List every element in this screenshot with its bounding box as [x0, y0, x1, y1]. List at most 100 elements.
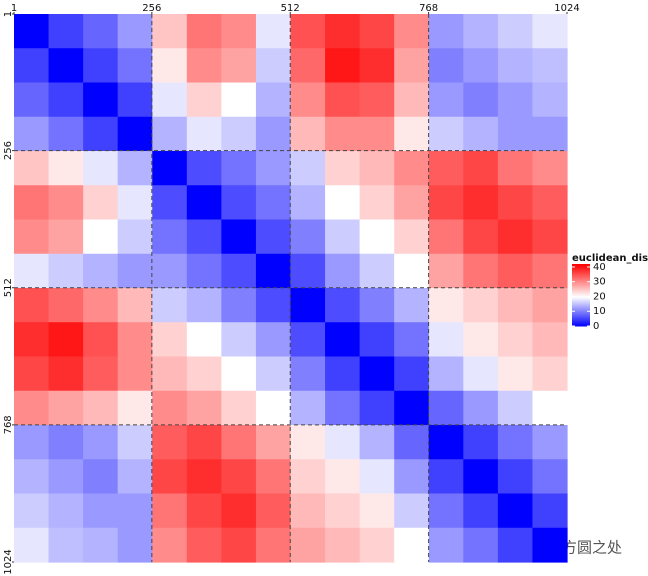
heatmap-cell — [532, 14, 568, 49]
colorbar-segment — [572, 311, 590, 314]
heatmap-cell — [394, 527, 430, 563]
heatmap-cell — [497, 219, 534, 255]
heatmap-cell — [14, 253, 50, 289]
heatmap-cell — [428, 322, 464, 358]
heatmap-cell — [152, 82, 188, 118]
colorbar-segment — [572, 264, 590, 266]
heatmap-cell — [428, 390, 464, 426]
heatmap-cell — [152, 322, 188, 358]
colorbar-segment — [572, 276, 590, 278]
heatmap-cell — [186, 14, 222, 49]
colorbar-label: 20 — [593, 291, 606, 302]
heatmap-cell — [325, 425, 361, 460]
heatmap-cell — [255, 219, 292, 255]
heatmap-cell — [255, 253, 292, 289]
heatmap-cell — [463, 425, 499, 460]
heatmap-cell — [463, 219, 499, 255]
heatmap-cell — [152, 151, 188, 186]
colorbar-segment — [572, 296, 590, 298]
heatmap-cell — [359, 493, 395, 529]
colorbar-segment — [572, 300, 590, 302]
heatmap-cell — [221, 459, 257, 495]
heatmap-cell — [359, 14, 395, 49]
colorbar-segment — [572, 301, 590, 303]
heatmap-cell — [186, 322, 222, 358]
colorbar-segment — [572, 290, 590, 293]
heatmap-cell — [497, 288, 534, 323]
heatmap-cell — [186, 82, 222, 118]
heatmap-cell — [497, 390, 534, 426]
heatmap-cell — [394, 322, 430, 358]
heatmap-cell — [221, 493, 257, 529]
colorbar-segment — [572, 279, 590, 282]
heatmap-cell — [428, 14, 464, 49]
heatmap-cell — [221, 82, 257, 118]
heatmap-cell — [186, 459, 222, 495]
heatmap-cell — [463, 356, 499, 392]
heatmap-cell — [186, 219, 222, 255]
heatmap-cell — [117, 322, 153, 358]
colorbar-segment — [572, 292, 590, 295]
heatmap-cell — [221, 527, 257, 563]
colorbar-segment — [572, 303, 590, 305]
colorbar-segment — [572, 282, 590, 285]
heatmap-cell — [325, 253, 361, 289]
heatmap-cell — [255, 288, 292, 323]
heatmap-cell — [255, 390, 292, 426]
heatmap-cell — [428, 459, 464, 495]
colorbar-segment — [572, 270, 590, 272]
heatmap-cell — [14, 322, 50, 358]
heatmap-cell — [186, 151, 222, 186]
heatmap-cell — [48, 425, 84, 460]
colorbar-segment — [572, 288, 590, 291]
heatmap-cell — [83, 253, 119, 289]
heatmap-cell — [290, 14, 326, 49]
heatmap-cell — [359, 390, 395, 426]
heatmap-cell — [48, 493, 84, 529]
colorbar-segment — [572, 309, 590, 311]
heatmap-cell — [152, 288, 188, 323]
colorbar-segment — [572, 289, 590, 292]
heatmap-cell — [428, 493, 464, 529]
colorbar-segment — [572, 306, 590, 308]
heatmap-cell — [152, 185, 188, 221]
colorbar-segment — [572, 269, 590, 271]
heatmap-cell — [255, 151, 292, 186]
heatmap-cell — [394, 356, 430, 392]
heatmap-cell — [117, 219, 153, 255]
heatmap-cell — [152, 493, 188, 529]
heatmap-cell — [497, 82, 534, 118]
heatmap-cell — [83, 493, 119, 529]
heatmap-cell — [152, 14, 188, 49]
heatmap-cell — [83, 116, 119, 152]
heatmap-cell — [48, 322, 84, 358]
heatmap-cell — [359, 151, 395, 186]
heatmap-cell — [186, 116, 222, 152]
heatmap-cell — [463, 459, 499, 495]
heatmap-cell — [221, 48, 257, 84]
heatmap-cell — [117, 116, 153, 152]
heatmap-cell — [48, 459, 84, 495]
y-tick-label: 768 — [3, 415, 14, 434]
colorbar-label: 0 — [593, 321, 599, 332]
colorbar-segment — [572, 295, 590, 297]
heatmap-cell — [325, 14, 361, 49]
colorbar-segment — [572, 275, 590, 277]
heatmap-cell — [428, 185, 464, 221]
colorbar-segment — [572, 271, 590, 273]
colorbar-segment — [572, 278, 590, 280]
heatmap-cell — [532, 219, 568, 255]
heatmap-cell — [428, 116, 464, 152]
heatmap-cell — [463, 151, 499, 186]
heatmap-cell — [255, 82, 292, 118]
heatmap-cell — [359, 459, 395, 495]
heatmap-cell — [325, 82, 361, 118]
heatmap-cell — [117, 459, 153, 495]
heatmap-cell — [14, 459, 50, 495]
heatmap-cell — [83, 14, 119, 49]
heatmap-cell — [497, 185, 534, 221]
colorbar-segment — [572, 310, 590, 313]
colorbar-segment — [572, 323, 590, 326]
heatmap-cell — [117, 390, 153, 426]
heatmap-cell — [186, 253, 222, 289]
